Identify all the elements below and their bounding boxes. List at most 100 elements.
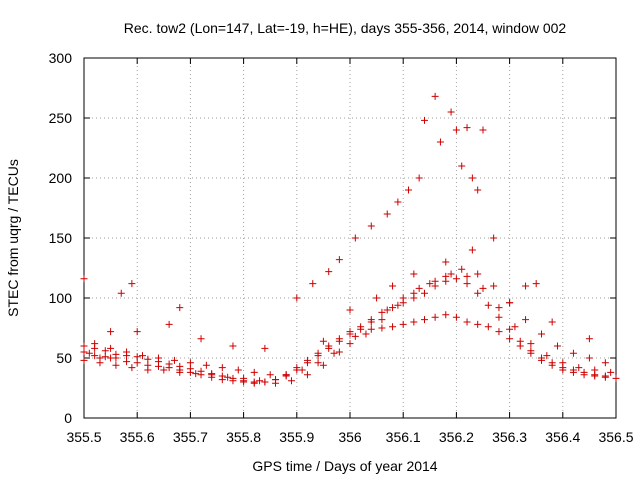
data-point: [585, 354, 593, 362]
y-tick-label: 0: [64, 410, 72, 426]
data-point: [80, 275, 88, 283]
data-point: [165, 360, 173, 368]
data-point: [490, 282, 498, 290]
data-point: [612, 374, 620, 382]
data-point: [431, 313, 439, 321]
data-point: [133, 359, 141, 367]
data-point: [410, 270, 418, 278]
y-tick-label: 250: [49, 110, 73, 126]
x-tick-label: 355.8: [226, 429, 261, 445]
x-tick-label: 355.7: [173, 429, 208, 445]
data-point: [101, 353, 109, 361]
data-point: [107, 344, 115, 352]
data-point: [415, 174, 423, 182]
data-point: [261, 344, 269, 352]
data-point: [133, 353, 141, 361]
data-point: [506, 299, 514, 307]
data-point: [346, 330, 354, 338]
data-point: [80, 342, 88, 350]
axis-ticks: [83, 57, 617, 419]
data-point: [585, 335, 593, 343]
data-point: [559, 359, 567, 367]
data-point: [405, 186, 413, 194]
data-point: [165, 320, 173, 328]
data-point: [479, 284, 487, 292]
data-point: [383, 210, 391, 218]
data-point: [293, 294, 301, 302]
x-tick-label: 356.1: [386, 429, 421, 445]
x-tick-label: 356.3: [492, 429, 527, 445]
data-point: [335, 256, 343, 264]
y-tick-label: 300: [49, 50, 73, 66]
data-point: [202, 361, 210, 369]
x-tick-label: 355.5: [66, 429, 101, 445]
data-point: [516, 337, 524, 345]
data-point: [447, 108, 455, 116]
x-tick-label: 355.9: [279, 429, 314, 445]
data-point: [389, 323, 397, 331]
data-point: [495, 328, 503, 336]
data-point: [569, 366, 577, 374]
data-point: [287, 377, 295, 385]
data-point: [314, 352, 322, 360]
data-point: [442, 272, 450, 280]
data-point: [463, 318, 471, 326]
data-point: [490, 234, 498, 242]
chart-title: Rec. tow2 (Lon=147, Lat=-19, h=HE), days…: [124, 20, 567, 36]
data-point: [442, 311, 450, 319]
data-point: [91, 352, 99, 360]
data-point: [176, 362, 184, 370]
data-point: [197, 335, 205, 343]
data-point: [506, 335, 514, 343]
data-point: [346, 306, 354, 314]
data-point: [463, 272, 471, 280]
data-point: [484, 323, 492, 331]
data-point: [176, 368, 184, 376]
data-point: [495, 304, 503, 312]
data-point: [442, 258, 450, 266]
data-point: [144, 366, 152, 374]
data-point: [543, 352, 551, 360]
y-tick-labels: 0 50 100 150 200 250 300: [49, 50, 73, 426]
data-point: [367, 222, 375, 230]
data-point: [367, 318, 375, 326]
data-point: [420, 316, 428, 324]
data-point: [176, 304, 184, 312]
data-point: [601, 372, 609, 380]
data-point: [335, 348, 343, 356]
data-point: [170, 356, 178, 364]
data-point: [410, 318, 418, 326]
y-tick-label: 150: [49, 230, 73, 246]
data-point: [479, 126, 487, 134]
x-tick-label: 356.4: [545, 429, 580, 445]
data-point: [330, 349, 338, 357]
data-point: [399, 320, 407, 328]
data-point: [538, 354, 546, 362]
data-point: [452, 126, 460, 134]
data-point: [192, 370, 200, 378]
data-point: [117, 289, 125, 297]
x-tick-label: 356: [338, 429, 362, 445]
data-point: [218, 372, 226, 380]
data-point: [346, 340, 354, 348]
data-point: [261, 378, 269, 386]
data-point: [415, 284, 423, 292]
data-point: [229, 342, 237, 350]
data-point: [250, 368, 258, 376]
data-point: [266, 371, 274, 379]
data-point: [591, 366, 599, 374]
data-point: [160, 366, 168, 374]
data-point: [234, 366, 242, 374]
data-point: [452, 275, 460, 283]
data-point: [548, 318, 556, 326]
data-point: [240, 374, 248, 382]
data-point: [607, 368, 615, 376]
data-point: [319, 337, 327, 345]
data-point: [362, 330, 370, 338]
x-axis-label: GPS time / Days of year 2014: [252, 458, 437, 474]
data-point: [128, 364, 136, 372]
data-point: [367, 325, 375, 333]
data-point: [282, 371, 290, 379]
data-point: [373, 294, 381, 302]
